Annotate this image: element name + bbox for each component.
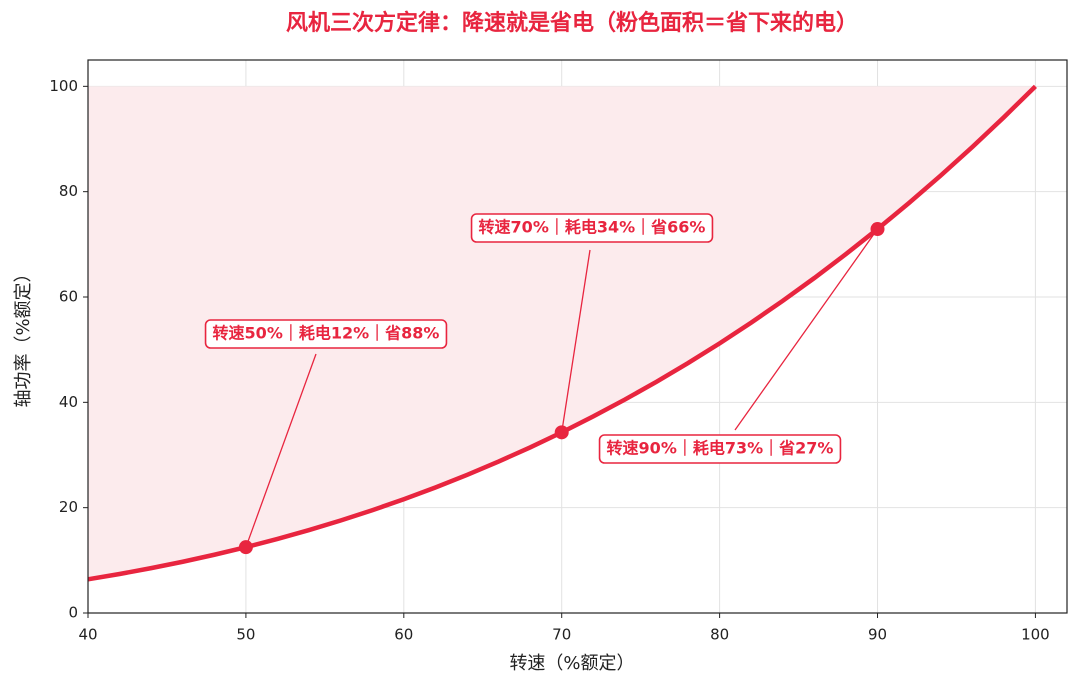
x-tick-label: 90	[868, 626, 887, 644]
y-tick-label: 80	[59, 182, 78, 200]
annotation-box	[204, 319, 448, 349]
annotation-text: 转速50%｜耗电12%｜省88%	[213, 324, 440, 343]
x-tick-label: 70	[552, 626, 571, 644]
y-tick-label: 20	[59, 498, 78, 516]
y-tick-label: 60	[59, 288, 78, 306]
annotation-text: 转速70%｜耗电34%｜省66%	[479, 218, 706, 237]
x-tick-label: 60	[394, 626, 413, 644]
annotation-arrow	[734, 228, 879, 431]
y-tick-label: 40	[59, 393, 78, 411]
highlight-point	[238, 540, 253, 555]
plot-frame	[87, 59, 1068, 614]
highlight-point	[870, 222, 885, 237]
highlight-point	[554, 425, 569, 440]
saved-area	[88, 86, 1036, 580]
x-tick-label: 80	[710, 626, 729, 644]
x-axis-label: 转速（%额定）	[509, 653, 634, 674]
y-axis-label: 轴功率（%额定）	[13, 264, 34, 407]
annotation-box	[470, 213, 714, 243]
annotation-box	[598, 434, 842, 464]
x-tick-label: 50	[236, 626, 255, 644]
annotation-arrow	[245, 353, 317, 548]
y-tick-label: 100	[49, 77, 78, 95]
annotation: 转速90%｜耗电73%｜省27%	[598, 434, 842, 464]
y-tick-label: 0	[68, 604, 78, 622]
chart-title: 风机三次方定律：降速就是省电（粉色面积＝省下来的电）	[286, 10, 858, 36]
annotation: 转速50%｜耗电12%｜省88%	[204, 319, 448, 349]
x-tick-label: 100	[1021, 626, 1050, 644]
annotation: 转速70%｜耗电34%｜省66%	[470, 213, 714, 243]
annotation-text: 转速90%｜耗电73%｜省27%	[607, 439, 834, 458]
x-tick-label: 40	[78, 626, 97, 644]
annotation-arrow	[561, 249, 591, 433]
